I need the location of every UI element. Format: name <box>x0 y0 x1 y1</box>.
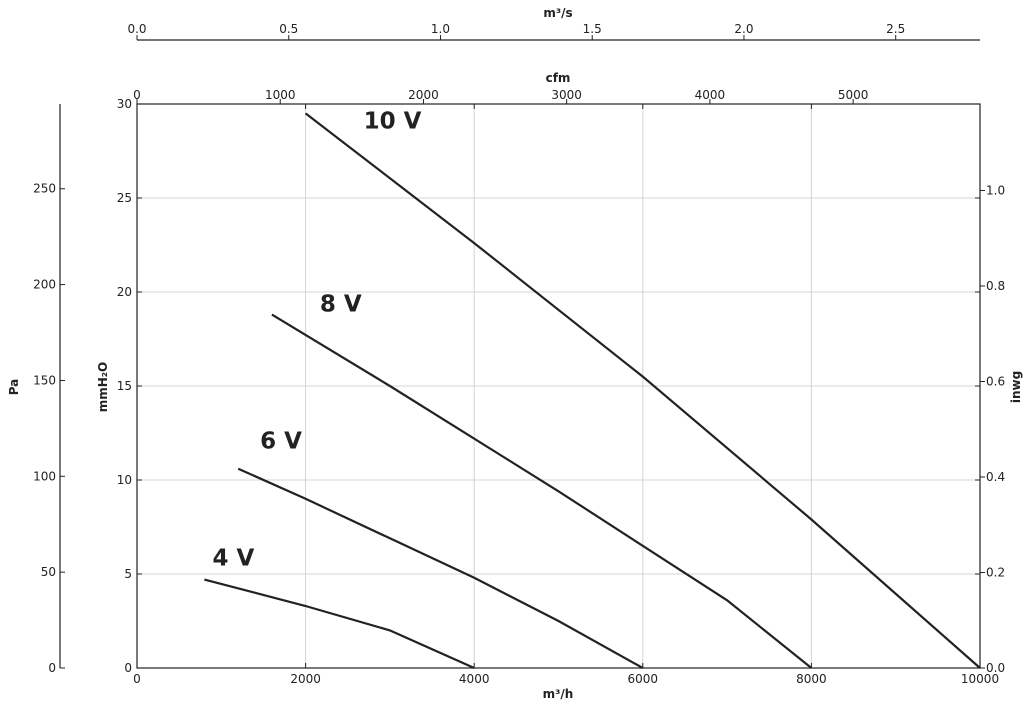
x-tick-label-5: 10000 <box>961 672 999 686</box>
curve-label-6v: 6 V <box>260 429 302 455</box>
grid-lines <box>137 104 980 668</box>
pa-tick-label-4: 200 <box>33 278 56 292</box>
y-tick-label-1: 5 <box>124 567 132 581</box>
right-axis-inwg-title: inwg <box>1009 371 1023 403</box>
curve-10v <box>304 112 981 669</box>
y-tick-label-0: 0 <box>124 661 132 675</box>
m3s-tick-label-0: 0.0 <box>127 22 146 36</box>
y-tick-label-2: 10 <box>117 473 132 487</box>
m3s-tick-label-4: 2.0 <box>734 22 753 36</box>
x-tick-label-0: 0 <box>133 672 141 686</box>
pa-tick-label-3: 150 <box>33 373 56 387</box>
inwg-tick-label-1: 0.2 <box>986 565 1005 579</box>
curve-4v <box>204 578 475 670</box>
m3s-tick-label-3: 1.5 <box>583 22 602 36</box>
axis-titles: m³/h m³/s cfm mmH₂O Pa inwg <box>7 6 1023 701</box>
curve-8v <box>271 313 813 669</box>
pa-tick-label-1: 50 <box>41 565 56 579</box>
curve-label-8v: 8 V <box>320 292 362 318</box>
cfm-tick-label-4: 4000 <box>695 88 726 102</box>
y-tick-label-4: 20 <box>117 285 132 299</box>
x-axis-title: m³/h <box>543 687 574 701</box>
cfm-tick-label-2: 2000 <box>408 88 439 102</box>
x-tick-label-1: 2000 <box>290 672 321 686</box>
curve-label-4v: 4 V <box>212 546 254 572</box>
inwg-tick-label-0: 0.0 <box>986 661 1005 675</box>
inwg-tick-label-5: 1.0 <box>986 183 1005 197</box>
y-tick-label-3: 15 <box>117 379 132 393</box>
curve-labels: 4 V 6 V 8 V 10 V <box>212 108 421 571</box>
cfm-tick-label-3: 3000 <box>551 88 582 102</box>
left-axis-pa-title: Pa <box>7 379 21 396</box>
curve-label-10v: 10 V <box>364 108 422 134</box>
inwg-tick-label-4: 0.8 <box>986 279 1005 293</box>
top-axis-m3s-title: m³/s <box>543 6 572 20</box>
y-tick-label-5: 25 <box>117 191 132 205</box>
pa-tick-label-5: 250 <box>33 182 56 196</box>
inwg-tick-label-3: 0.6 <box>986 374 1005 388</box>
top-axis-cfm-title: cfm <box>546 71 571 85</box>
curve-6v <box>237 467 644 669</box>
performance-curves <box>204 112 981 670</box>
cfm-tick-label-0: 0 <box>133 88 141 102</box>
m3s-tick-label-5: 2.5 <box>886 22 905 36</box>
x-tick-label-2: 4000 <box>459 672 490 686</box>
m3s-tick-label-2: 1.0 <box>431 22 450 36</box>
m3s-tick-label-1: 0.5 <box>279 22 298 36</box>
y-tick-label-6: 30 <box>117 97 132 111</box>
pa-tick-label-0: 0 <box>48 661 56 675</box>
y-axis-title: mmH₂O <box>96 362 110 413</box>
inwg-tick-label-2: 0.4 <box>986 470 1005 484</box>
x-tick-label-3: 6000 <box>628 672 659 686</box>
cfm-tick-label-1: 1000 <box>265 88 296 102</box>
cfm-tick-label-5: 5000 <box>838 88 869 102</box>
x-tick-label-4: 8000 <box>796 672 827 686</box>
pa-tick-label-2: 100 <box>33 469 56 483</box>
